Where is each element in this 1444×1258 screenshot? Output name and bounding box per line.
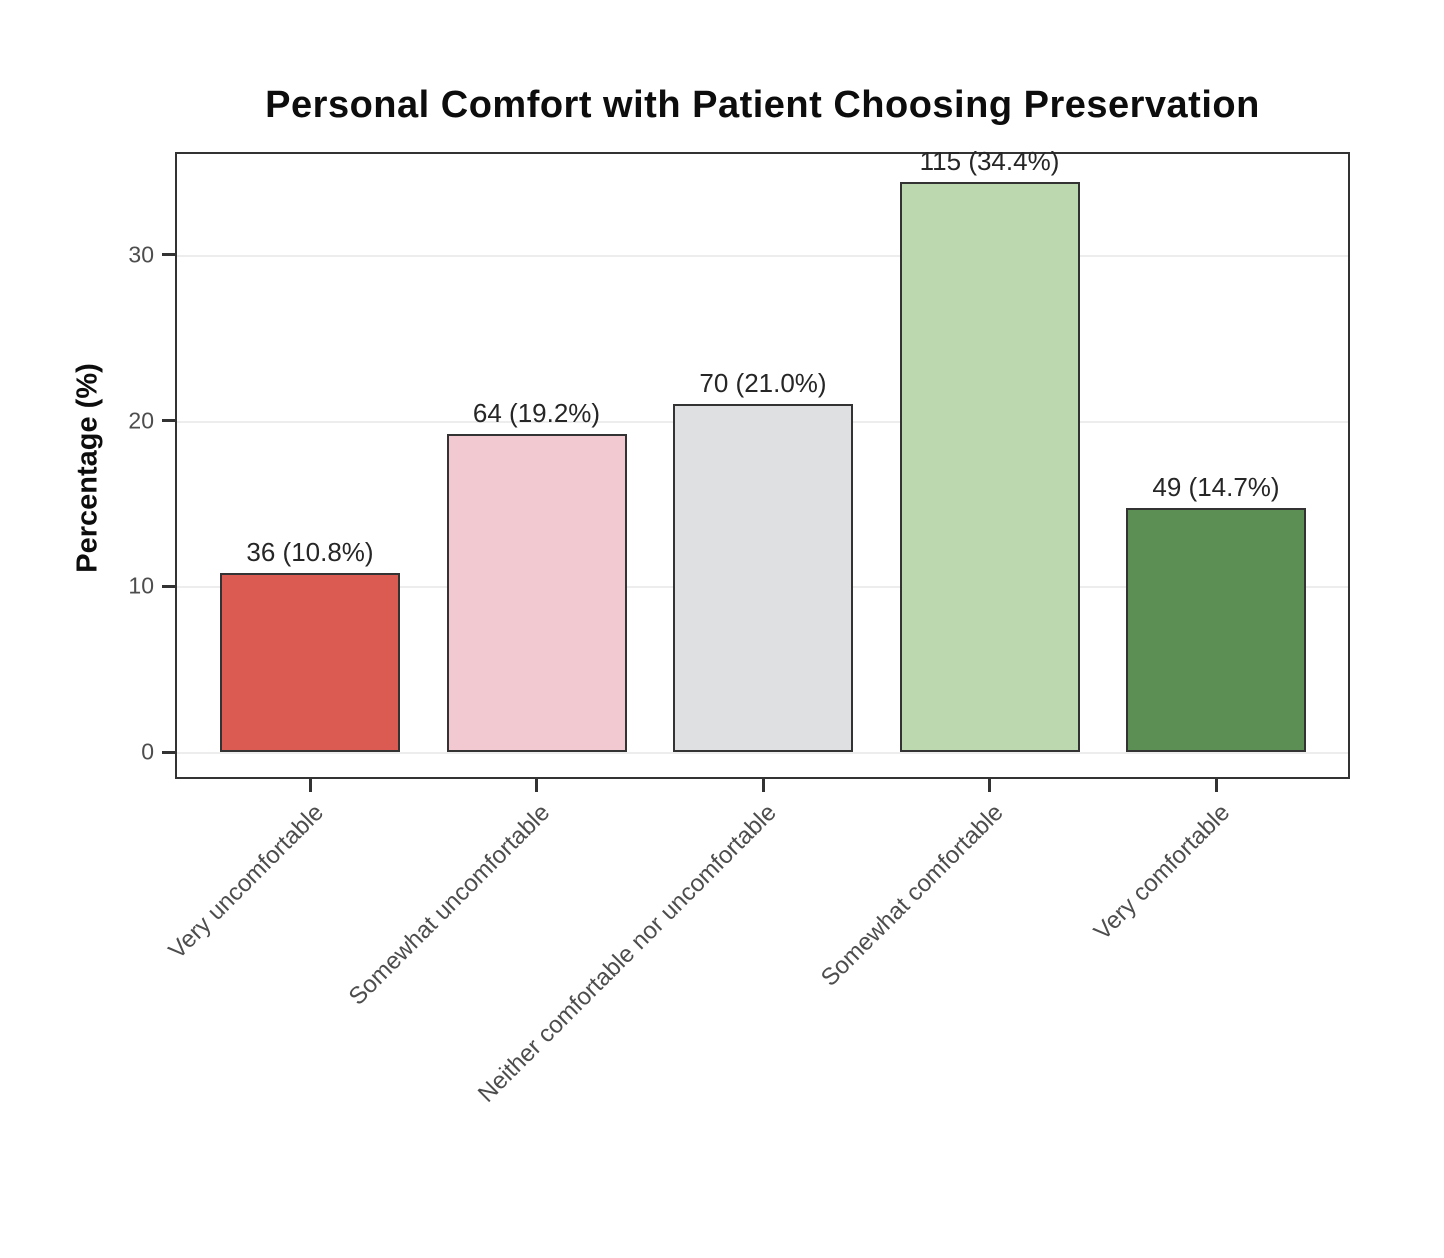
x-tick-label-somewhat-uncomfortable: Somewhat uncomfortable bbox=[344, 799, 556, 1011]
x-tick-label-somewhat-comfortable: Somewhat comfortable bbox=[815, 799, 1009, 992]
y-tick-label-30: 30 bbox=[128, 241, 154, 268]
y-tick-mark-20 bbox=[162, 419, 175, 422]
y-tick-label-0: 0 bbox=[141, 738, 154, 765]
bar-somewhat-uncomfortable bbox=[446, 433, 627, 752]
bar-value-label-somewhat-uncomfortable: 64 (19.2%) bbox=[472, 397, 601, 428]
x-tick-mark-somewhat-uncomfortable bbox=[535, 779, 538, 792]
x-tick-label-very-uncomfortable: Very uncomfortable bbox=[163, 799, 330, 965]
x-tick-label-very-comfortable: Very comfortable bbox=[1088, 799, 1236, 946]
bar-value-label-neither-comfortable-nor-uncomfortable: 70 (21.0%) bbox=[699, 367, 827, 398]
x-tick-mark-very-comfortable bbox=[1214, 779, 1218, 792]
bar-neither-comfortable-nor-uncomfortable bbox=[673, 403, 853, 752]
gridline-30 bbox=[177, 254, 1348, 257]
x-tick-mark-neither-comfortable-nor-uncomfortable bbox=[761, 779, 765, 792]
y-tick-mark-0 bbox=[162, 750, 175, 754]
bar-value-label-somewhat-comfortable: 115 (34.4%) bbox=[919, 145, 1060, 176]
bar-value-label-very-comfortable: 49 (14.7%) bbox=[1152, 472, 1280, 503]
y-tick-label-20: 20 bbox=[128, 407, 154, 433]
x-tick-mark-very-uncomfortable bbox=[308, 779, 312, 792]
gridline-0 bbox=[177, 752, 1348, 754]
y-tick-label-10: 10 bbox=[128, 572, 154, 599]
bar-very-comfortable bbox=[1126, 508, 1306, 752]
x-tick-mark-somewhat-comfortable bbox=[988, 779, 991, 792]
bar-somewhat-comfortable bbox=[899, 181, 1080, 752]
bar-value-label-very-uncomfortable: 36 (10.8%) bbox=[246, 536, 374, 567]
y-axis-title: Percentage (%) bbox=[71, 363, 104, 573]
chart-title: Personal Comfort with Patient Choosing P… bbox=[265, 84, 1260, 126]
y-tick-mark-30 bbox=[162, 253, 175, 257]
y-tick-mark-10 bbox=[162, 584, 175, 588]
bar-very-uncomfortable bbox=[220, 572, 400, 752]
